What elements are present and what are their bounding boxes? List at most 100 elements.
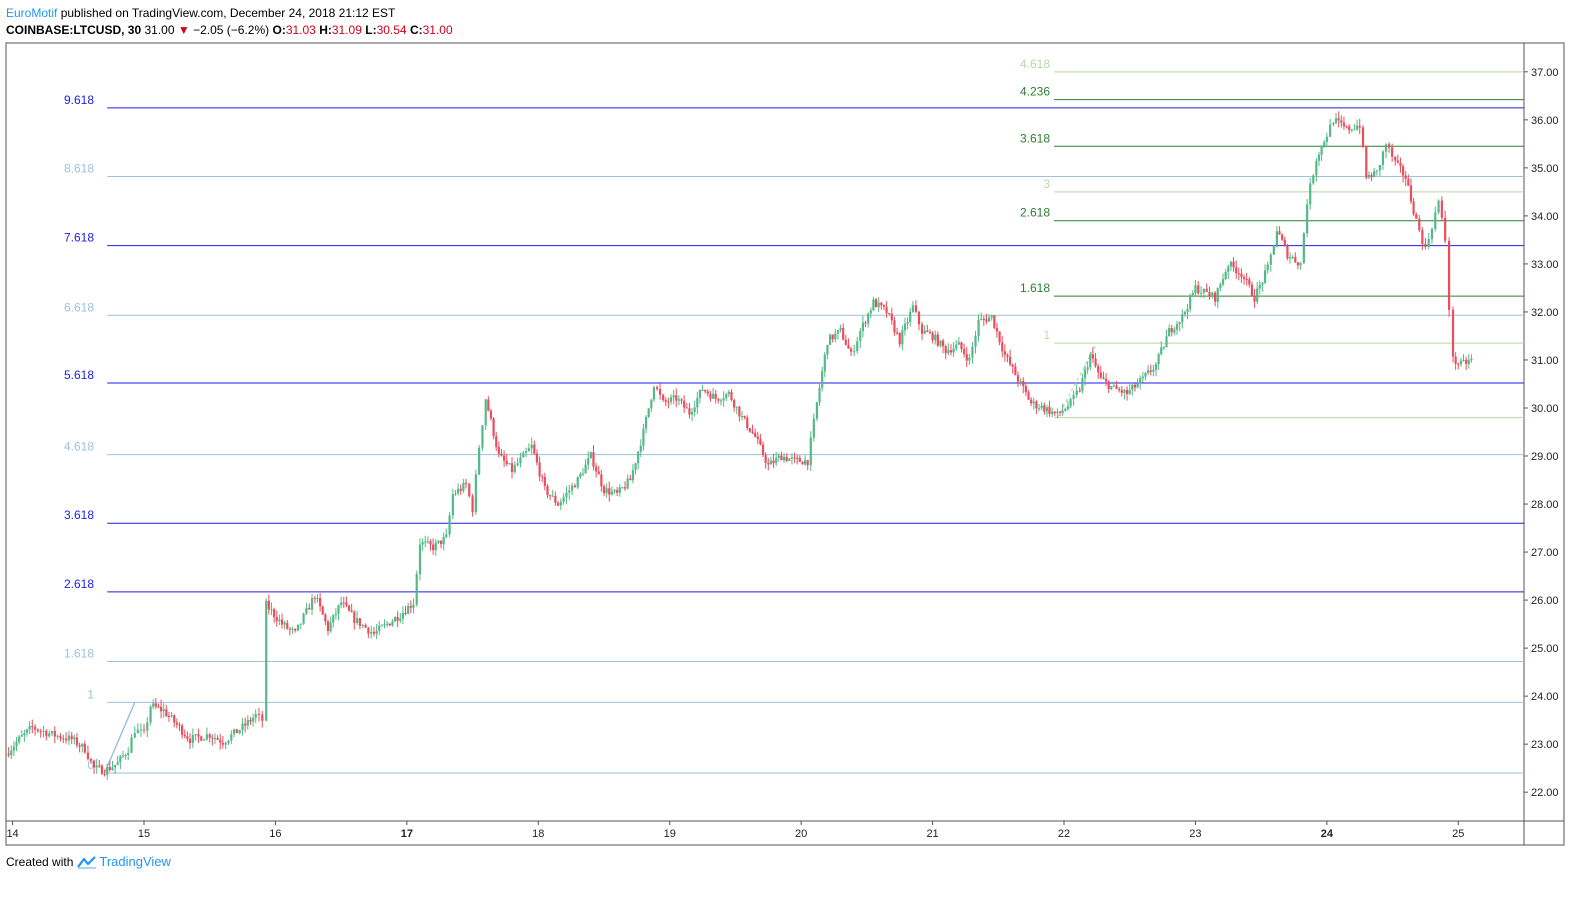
tradingview-brand[interactable]: TradingView	[99, 854, 171, 869]
candle-up	[238, 730, 241, 734]
candle-up	[305, 607, 308, 614]
candle-up	[1037, 408, 1041, 410]
candle-up	[1315, 160, 1318, 176]
candle-down	[898, 332, 901, 345]
candle-down	[1014, 366, 1017, 376]
fib-level-label: 7.618	[64, 231, 94, 245]
candle-up	[1272, 245, 1275, 255]
candle-up	[839, 327, 842, 331]
candle-up	[1216, 288, 1219, 302]
candle-down	[844, 339, 847, 345]
candle-up	[735, 406, 738, 408]
fib-level-label: 1.618	[64, 647, 94, 661]
candle-up	[224, 742, 227, 745]
time-tick-label: 14	[6, 828, 18, 840]
candle-down	[345, 602, 348, 606]
candle-down	[1421, 230, 1424, 244]
candle-down	[1365, 146, 1368, 178]
candle-up	[1168, 328, 1171, 337]
candle-down	[667, 401, 670, 403]
candle-down	[487, 399, 490, 411]
candle-up	[162, 709, 165, 712]
candle-up	[644, 417, 648, 429]
candle-down	[1451, 309, 1455, 357]
candle-down	[92, 760, 96, 768]
author-link[interactable]: EuroMotif	[6, 6, 58, 20]
candle-up	[283, 622, 286, 625]
candle-down	[1404, 175, 1407, 180]
candle-up	[378, 625, 381, 631]
candle-down	[949, 350, 953, 353]
candle-up	[869, 310, 872, 314]
candle-down	[244, 723, 247, 726]
candle-down	[1125, 389, 1129, 394]
candle-down	[495, 436, 498, 448]
candle-up	[637, 451, 640, 464]
candle-down	[275, 617, 278, 622]
price-tick-label: 31.00	[1531, 355, 1559, 367]
price-tick-label: 37.00	[1531, 67, 1559, 79]
candle-down	[1278, 231, 1281, 235]
candle-up	[1194, 285, 1197, 294]
price-tick-label: 26.00	[1531, 595, 1559, 607]
candle-up	[877, 302, 880, 308]
candle-down	[157, 706, 160, 708]
price-tick-label: 25.00	[1531, 643, 1559, 655]
candle-down	[662, 394, 665, 401]
candle-down	[1016, 375, 1020, 382]
last-price: 31.00	[144, 23, 175, 37]
candle-up	[1061, 410, 1064, 413]
candle-down	[554, 495, 557, 503]
candle-up	[677, 399, 681, 401]
candle-up	[861, 322, 865, 332]
candle-down	[683, 400, 686, 408]
candle-down	[367, 627, 370, 634]
candle-up	[650, 399, 653, 409]
candle-up	[809, 437, 812, 466]
candle-up	[399, 618, 402, 621]
fib-level-label: 9.618	[64, 93, 94, 107]
candle-down	[1399, 162, 1402, 167]
candle-down	[208, 734, 211, 738]
candle-down	[100, 765, 104, 775]
fib-level-label: 2.618	[64, 577, 94, 591]
fib-level-label: 3.618	[64, 508, 94, 522]
candle-down	[780, 455, 783, 461]
candle-up	[1221, 279, 1225, 285]
candle-down	[1418, 218, 1421, 231]
candle-down	[944, 346, 947, 354]
open-value: 31.03	[285, 23, 316, 37]
candle-down	[655, 387, 659, 390]
candle-up	[856, 341, 859, 352]
candle-down	[890, 313, 893, 321]
candle-down	[960, 342, 963, 349]
candle-up	[1173, 329, 1176, 333]
candle-up	[478, 447, 481, 475]
candle-down	[882, 305, 886, 307]
candle-down	[1447, 240, 1451, 310]
candle-up	[1355, 125, 1359, 130]
candle-up	[139, 729, 143, 731]
price-tick-label: 27.00	[1531, 547, 1559, 559]
candle-up	[1306, 204, 1309, 234]
candle-down	[1197, 285, 1200, 294]
candle-down	[1053, 411, 1056, 414]
candle-down	[167, 716, 171, 718]
candle-up	[696, 397, 699, 408]
fib-level-label: 6.618	[64, 300, 94, 314]
time-tick-label: 25	[1452, 828, 1464, 840]
candle-down	[680, 399, 683, 401]
candle-up	[613, 490, 616, 492]
price-tick-label: 33.00	[1531, 259, 1559, 271]
candle-down	[1091, 354, 1095, 359]
candle-up	[1064, 408, 1067, 411]
candle-down	[98, 765, 101, 767]
candle-down	[556, 502, 560, 506]
candle-down	[83, 743, 86, 753]
candle-up	[872, 299, 875, 311]
candle-up	[302, 613, 305, 624]
symbol-label: COINBASE:LTCUSD, 30	[6, 23, 142, 37]
candle-down	[1001, 342, 1004, 352]
